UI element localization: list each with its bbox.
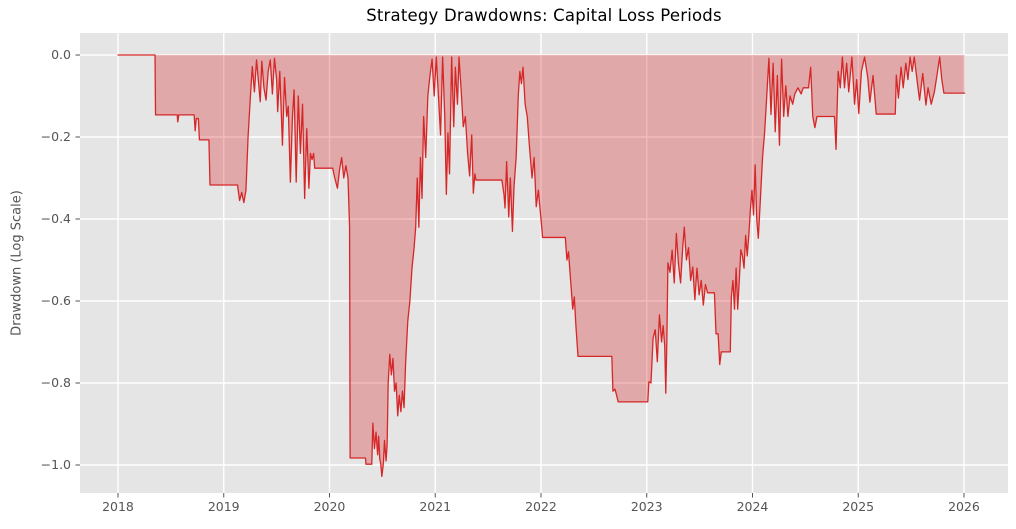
drawdown-line — [117, 54, 966, 478]
x-tick-label: 2018 — [102, 499, 134, 514]
y-axis-label: Drawdown (Log Scale) — [9, 190, 25, 336]
x-tick-label: 2021 — [419, 499, 451, 514]
y-tick-label: −0.2 — [41, 129, 71, 144]
plot-background — [80, 33, 1008, 493]
x-tick-label: 2025 — [842, 499, 874, 514]
y-tick-label: −1.0 — [41, 457, 71, 472]
x-tick-label: 2022 — [525, 499, 557, 514]
y-tick-label: 0.0 — [51, 47, 71, 62]
drawdown-area — [118, 55, 965, 477]
x-tick-label: 2020 — [314, 499, 346, 514]
x-tick-label: 2019 — [208, 499, 240, 514]
y-tick-label: −0.4 — [41, 211, 71, 226]
chart-title: Strategy Drawdowns: Capital Loss Periods — [366, 6, 722, 25]
x-tick-label: 2026 — [948, 499, 980, 514]
x-tick-label: 2023 — [631, 499, 663, 514]
y-tick-label: −0.8 — [41, 375, 71, 390]
y-tick-label: −0.6 — [41, 293, 71, 308]
x-tick-label: 2024 — [737, 499, 769, 514]
